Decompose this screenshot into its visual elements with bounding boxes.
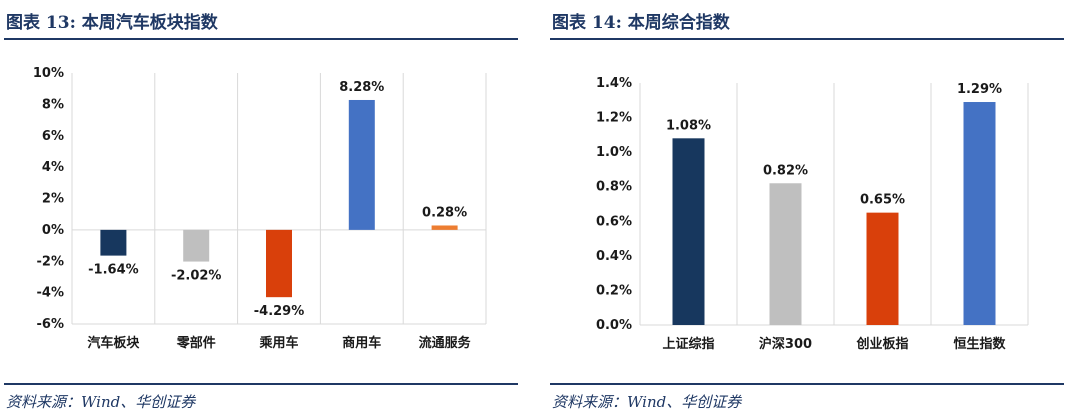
x-tick-label: 汽车板块 bbox=[87, 335, 140, 351]
data-label: -2.02% bbox=[171, 269, 222, 284]
y-tick-label: 0.4% bbox=[596, 249, 632, 264]
bar bbox=[769, 183, 802, 325]
chart-title: 图表 14: 本周综合指数 bbox=[552, 13, 730, 33]
x-tick-label: 商用车 bbox=[342, 335, 381, 351]
right-chart-panel: 图表 14: 本周综合指数 0.0% 0.2% 0.4% 0.6% 0.8% 1.0% 1.… bbox=[546, 0, 1066, 418]
bar-chart-auto-sector: -6% -4% -2% 0% 2% 4% 6% 8% 10% -1.64% 汽车板块 -2.02% 零部… bbox=[33, 66, 487, 351]
bar bbox=[963, 102, 996, 325]
bar bbox=[183, 229, 210, 262]
x-tick-label: 乘用车 bbox=[258, 335, 298, 351]
y-tick-label: 1.4% bbox=[596, 76, 632, 91]
x-tick-label: 恒生指数 bbox=[953, 336, 1006, 352]
data-label: 1.29% bbox=[957, 82, 1002, 97]
chart-title: 图表 13: 本周汽车板块指数 bbox=[6, 13, 218, 33]
y-tick-label: 1.2% bbox=[596, 111, 632, 126]
y-tick-label: 6% bbox=[42, 129, 64, 144]
y-tick-label: 2% bbox=[42, 192, 64, 207]
y-tick-label: -2% bbox=[37, 254, 64, 269]
source-divider bbox=[4, 383, 518, 385]
x-tick-label: 创业板指 bbox=[855, 336, 908, 352]
data-label: 1.08% bbox=[666, 118, 711, 133]
y-tick-label: 0.2% bbox=[596, 283, 632, 298]
source-divider bbox=[550, 383, 1064, 385]
bar bbox=[348, 99, 375, 230]
data-label: 0.28% bbox=[422, 205, 467, 220]
data-label: -4.29% bbox=[254, 304, 305, 319]
title-divider bbox=[550, 38, 1064, 40]
bar bbox=[266, 229, 292, 298]
bar-chart-composite-index: 0.0% 0.2% 0.4% 0.6% 0.8% 1.0% 1.2% 1.4% 1.08% 上证综… bbox=[596, 76, 1029, 352]
x-tick-label: 上证综指 bbox=[662, 336, 714, 352]
data-label: 8.28% bbox=[339, 80, 384, 95]
bar bbox=[672, 138, 705, 325]
x-tick-label: 流通服务 bbox=[419, 335, 472, 351]
y-tick-label: 10% bbox=[33, 66, 64, 81]
y-tick-label: 4% bbox=[42, 160, 64, 175]
data-label: 0.65% bbox=[860, 193, 905, 208]
y-tick-label: -4% bbox=[37, 286, 64, 301]
data-label: -1.64% bbox=[88, 263, 139, 278]
y-tick-label: 0.8% bbox=[596, 180, 632, 195]
bar bbox=[100, 229, 127, 256]
y-tick-label: 1.0% bbox=[596, 145, 632, 160]
title-divider bbox=[4, 38, 518, 40]
left-chart-panel: 图表 13: 本周汽车板块指数 -6% -4% -2% 0% 2% 4% 6% 8% 10% -1… bbox=[0, 0, 520, 418]
source-note: 资料来源：Wind、华创证券 bbox=[552, 393, 742, 411]
y-tick-label: 8% bbox=[42, 97, 64, 112]
x-tick-label: 沪深300 bbox=[759, 336, 812, 352]
y-tick-label: 0.0% bbox=[596, 318, 632, 333]
y-tick-label: -6% bbox=[37, 317, 64, 332]
bar bbox=[431, 225, 458, 230]
bar bbox=[866, 212, 899, 325]
y-tick-label: 0.6% bbox=[596, 214, 632, 229]
data-label: 0.82% bbox=[763, 163, 808, 178]
source-note: 资料来源：Wind、华创证券 bbox=[6, 393, 196, 411]
x-tick-label: 零部件 bbox=[176, 335, 216, 351]
y-tick-label: 0% bbox=[42, 223, 64, 238]
